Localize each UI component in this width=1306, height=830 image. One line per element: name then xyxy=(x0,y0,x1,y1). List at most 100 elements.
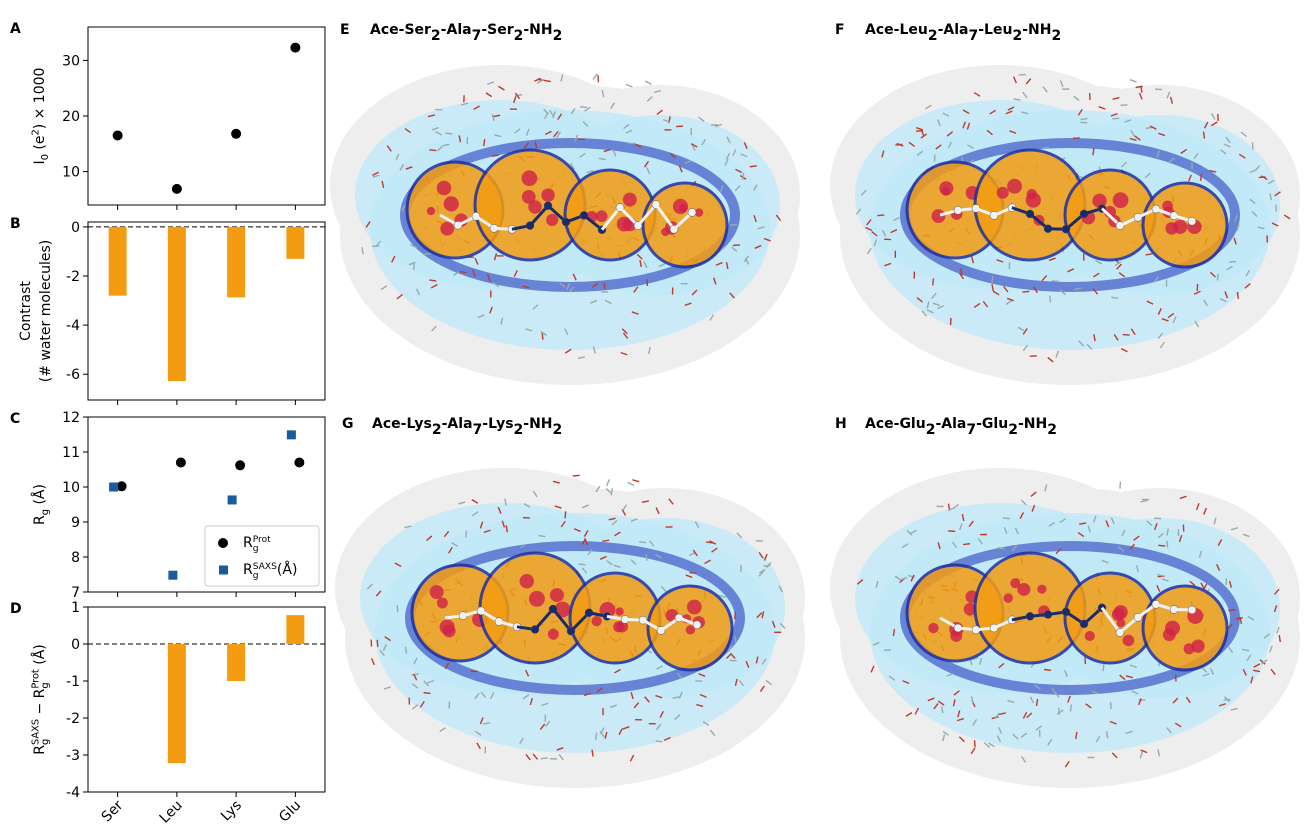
water-molecule xyxy=(581,567,588,574)
water-molecule xyxy=(1041,275,1048,282)
density-spot xyxy=(1162,200,1173,212)
water-molecule xyxy=(1216,273,1219,281)
density-spot xyxy=(1162,628,1176,642)
molecule-render xyxy=(830,468,1300,788)
water-molecule xyxy=(524,669,530,677)
y-tick-label: 1 xyxy=(71,600,80,616)
water-molecule xyxy=(982,300,989,308)
water-molecule xyxy=(1035,698,1039,707)
panel-label: G xyxy=(342,416,354,432)
y-tick-label: 12 xyxy=(62,410,80,426)
bar xyxy=(227,226,246,298)
water-molecule xyxy=(926,301,930,309)
water-molecule xyxy=(1048,522,1055,527)
water-molecule xyxy=(771,620,776,628)
water-molecule xyxy=(411,704,419,710)
density-spot xyxy=(1092,193,1107,209)
water-molecule xyxy=(1020,732,1028,738)
water-molecule xyxy=(759,568,766,574)
water-molecule xyxy=(614,531,621,537)
water-molecule xyxy=(921,310,928,317)
water-molecule xyxy=(715,261,723,266)
water-molecule xyxy=(1048,257,1056,262)
water-molecule xyxy=(1149,125,1157,130)
point xyxy=(171,183,182,194)
water-molecule xyxy=(724,158,729,166)
water-molecule xyxy=(442,143,450,147)
water-molecule xyxy=(715,123,723,128)
text-segment: 7 xyxy=(968,28,978,44)
density-spot xyxy=(436,180,452,196)
water-molecule xyxy=(757,226,765,230)
water-molecule xyxy=(568,286,575,293)
text-segment: -Ser xyxy=(481,22,513,38)
water-molecule xyxy=(643,160,650,168)
water-molecule xyxy=(630,518,638,522)
water-molecule xyxy=(916,150,924,156)
bond xyxy=(636,203,658,227)
text-segment: -Ala xyxy=(938,22,969,38)
density-spot xyxy=(950,630,963,642)
water-molecule xyxy=(1210,113,1216,120)
water-molecule xyxy=(536,79,544,84)
water-molecule xyxy=(1159,341,1165,349)
water-molecule xyxy=(405,166,413,170)
water-molecule xyxy=(1026,712,1033,719)
water-molecule xyxy=(1217,539,1223,546)
water-molecule xyxy=(413,657,418,665)
water-molecule xyxy=(557,113,563,120)
water-molecule xyxy=(1242,668,1247,676)
water-molecule xyxy=(1011,545,1018,552)
text-segment: 7 xyxy=(473,422,483,438)
water-molecule xyxy=(988,742,995,748)
text-segment: (Å) xyxy=(277,561,298,578)
water-molecule xyxy=(1200,173,1203,181)
text-segment: 7 xyxy=(472,28,482,44)
water-molecule xyxy=(380,285,388,291)
water-molecule xyxy=(691,289,698,296)
water-molecule xyxy=(437,145,444,152)
water-molecule xyxy=(596,687,603,693)
water-molecule xyxy=(541,332,544,340)
text-segment: 2 xyxy=(553,28,563,44)
water-molecule xyxy=(498,85,505,91)
water-molecule xyxy=(560,520,566,528)
water-molecule xyxy=(753,184,758,192)
water-molecule xyxy=(394,562,402,567)
water-molecule xyxy=(658,262,666,268)
water-molecule xyxy=(924,104,932,110)
water-molecule xyxy=(544,720,551,728)
bar xyxy=(167,226,186,382)
water-molecule xyxy=(532,304,539,310)
water-molecule xyxy=(996,259,1004,263)
water-molecule xyxy=(1013,98,1021,101)
water-molecule xyxy=(734,636,737,644)
water-molecule xyxy=(1111,296,1119,300)
water-molecule xyxy=(655,723,662,731)
density-spot xyxy=(528,200,542,214)
water-molecule xyxy=(866,247,872,255)
water-molecule xyxy=(906,529,913,536)
water-molecule xyxy=(1223,698,1231,701)
density-spot xyxy=(1025,192,1041,208)
water-molecule xyxy=(1138,92,1143,100)
water-molecule xyxy=(1078,340,1084,347)
water-molecule xyxy=(1075,731,1078,739)
water-molecule xyxy=(740,153,748,158)
text-segment: 2 xyxy=(431,28,441,44)
water-molecule xyxy=(1166,540,1169,548)
water-molecule xyxy=(855,208,862,215)
water-molecule xyxy=(729,652,736,659)
water-molecule xyxy=(761,658,767,665)
water-molecule xyxy=(525,328,533,332)
water-molecule xyxy=(892,629,896,637)
water-molecule xyxy=(1111,752,1118,759)
density-spot xyxy=(685,625,696,635)
text-segment: R xyxy=(243,562,253,578)
water-molecule xyxy=(599,730,605,738)
water-molecule xyxy=(745,660,750,668)
water-molecule xyxy=(594,732,598,740)
text-segment: -NH xyxy=(523,416,552,432)
water-molecule xyxy=(997,546,1005,550)
water-molecule xyxy=(383,686,391,690)
